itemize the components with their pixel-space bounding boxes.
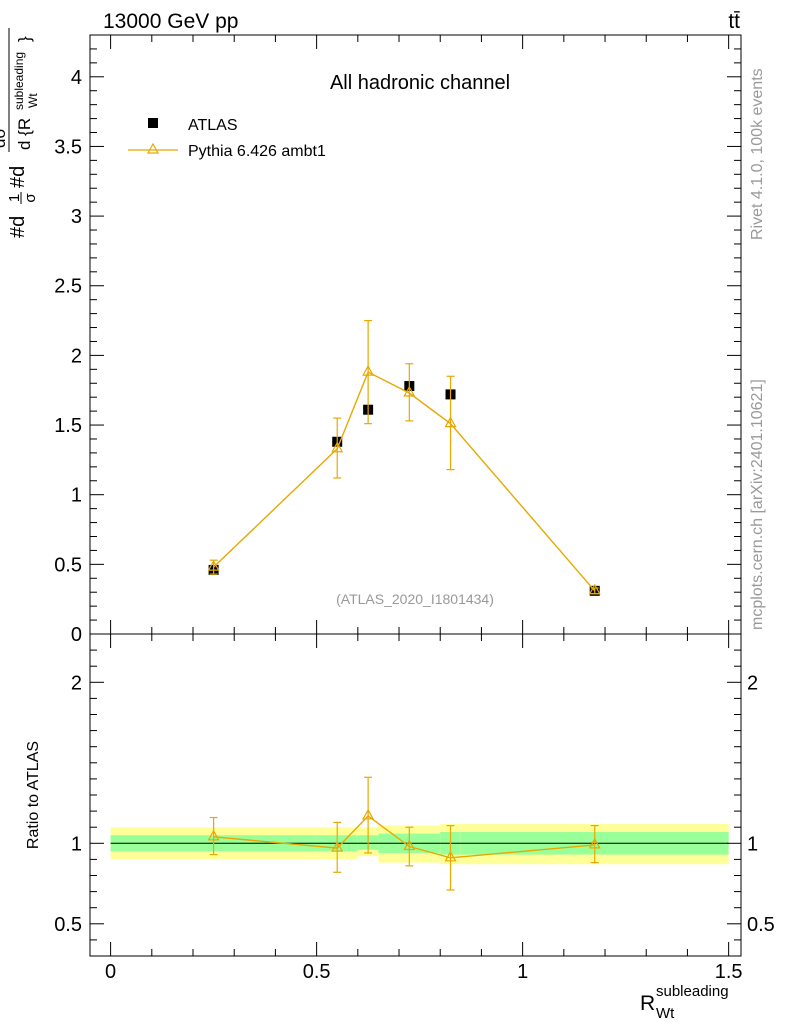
ratio-panel: 0.5 0.5 1 1 2 2 0 0.5 1 1.5 Ratio to ATLAS R sub… — [25, 633, 775, 1022]
ratio-x-tick-labels: 0 0.5 1 1.5 — [105, 961, 743, 983]
x-tick-label: 1.5 — [715, 961, 743, 983]
main-y-tick-label: 4 — [71, 67, 82, 89]
energy-label: 13000 GeV pp — [103, 10, 238, 33]
main-y-tick-label: 2.5 — [54, 276, 82, 298]
ylabel-den-main: d {R — [15, 118, 34, 150]
ratio-x-axis-ticks — [110, 634, 730, 956]
main-y-tick-label: 1 — [71, 485, 82, 507]
ylabel-den-sub: Wt — [26, 93, 40, 108]
x-axis-label: R subleading Wt — [640, 983, 729, 1022]
pythia-point — [403, 385, 416, 397]
ratio-y-tick-label-left: 1 — [71, 833, 82, 855]
ratio-y-axis-label: Ratio to ATLAS — [25, 741, 42, 849]
main-x-axis-ticks — [110, 35, 730, 634]
ylabel-main: #d — [7, 216, 29, 238]
main-y-axis-label: #d 1 σ #d dσfid d {R subleading Wt } — [0, 28, 40, 238]
ratio-y-tick-label-right: 2 — [747, 672, 758, 694]
ylabel-den-sup: subleading — [12, 52, 26, 110]
svg-text:R: R — [640, 992, 655, 1015]
xlabel-sup: subleading — [656, 983, 729, 1000]
main-panel: 0 0.5 1 1.5 2 2.5 3 3.5 4 All hadronic channel (… — [0, 28, 742, 646]
main-y-axis-ticks — [90, 34, 741, 635]
svg-text:d {R: d {R — [15, 118, 34, 150]
process-label: tt̄ — [728, 10, 740, 33]
svg-text:#d: #d — [7, 216, 29, 238]
ratio-pythia-point — [362, 808, 375, 820]
ratio-pythia-point — [444, 850, 457, 862]
main-series — [207, 319, 601, 596]
ylabel-mid: #d — [7, 166, 29, 188]
ratio-y-axis-ticks — [90, 633, 741, 941]
ratio-y-tick-labels: 0.5 0.5 1 1 2 2 — [54, 672, 775, 936]
pythia-point — [207, 559, 220, 571]
svg-text:σ: σ — [22, 193, 39, 203]
legend-pythia-label: Pythia 6.426 ambt1 — [188, 143, 326, 160]
ratio-plot-frame — [89, 633, 742, 957]
chart-title: All hadronic channel — [330, 72, 510, 94]
ratio-pythia-line — [213, 815, 595, 859]
legend: ATLAS Pythia 6.426 ambt1 — [128, 117, 326, 160]
svg-text:dσfid: dσfid — [0, 115, 9, 148]
mcplots-label: mcplots.cern.ch [arXiv:2401.10621] — [749, 379, 766, 630]
main-y-tick-label: 1.5 — [54, 415, 82, 437]
ratio-y-tick-label-right: 0.5 — [747, 914, 775, 936]
x-tick-label: 1 — [517, 961, 528, 983]
ratio-y-tick-label-right: 1 — [747, 833, 758, 855]
ylabel-frac-den: σ — [22, 193, 39, 203]
legend-atlas-marker — [148, 118, 158, 128]
ratio-pythia-point — [331, 840, 344, 852]
legend-atlas-label: ATLAS — [188, 117, 238, 134]
pythia-point — [588, 583, 601, 595]
rivet-label: Rivet 4.1.0, 100k events — [749, 68, 766, 240]
svg-text:}: } — [15, 36, 34, 42]
ratio-pythia-point — [207, 829, 220, 841]
svg-text:Wt: Wt — [656, 1005, 675, 1022]
svg-text:subleading: subleading — [656, 983, 729, 1000]
main-y-tick-label: 0.5 — [54, 554, 82, 576]
pythia-point — [444, 416, 457, 428]
svg-text:Wt: Wt — [26, 93, 40, 108]
ratio-uncertainty-bands — [110, 823, 729, 865]
ratio-series — [207, 776, 601, 891]
svg-text:subleading: subleading — [12, 52, 26, 110]
ratio-pythia-point — [588, 837, 601, 849]
pythia-line — [213, 371, 596, 592]
legend-pythia-marker — [146, 142, 160, 154]
ylabel-sigma-sup: fid — [0, 115, 1, 128]
xlabel-main: R — [640, 992, 655, 1015]
svg-text:1: 1 — [6, 194, 23, 202]
ylabel-sigma-num: dσ — [0, 128, 9, 148]
main-y-tick-label: 0 — [71, 624, 82, 646]
pythia-point — [331, 441, 344, 453]
ylabel-den-close: } — [15, 36, 34, 42]
analysis-watermark: (ATLAS_2020_I1801434) — [336, 591, 494, 607]
main-y-tick-labels: 0 0.5 1 1.5 2 2.5 3 3.5 4 — [54, 67, 82, 646]
main-y-tick-label: 3 — [71, 206, 82, 228]
ylabel-frac-num: 1 — [6, 194, 23, 202]
xlabel-sub: Wt — [656, 1005, 675, 1022]
ratio-y-tick-label-left: 2 — [71, 672, 82, 694]
pythia-point — [362, 364, 375, 376]
x-tick-label: 0.5 — [303, 961, 331, 983]
ratio-pythia-point — [403, 839, 416, 851]
main-y-tick-label: 2 — [71, 345, 82, 367]
x-tick-label: 0 — [105, 961, 116, 983]
svg-text:#d: #d — [7, 166, 29, 188]
main-y-tick-label: 3.5 — [54, 136, 82, 158]
ratio-y-tick-label-left: 0.5 — [54, 914, 82, 936]
